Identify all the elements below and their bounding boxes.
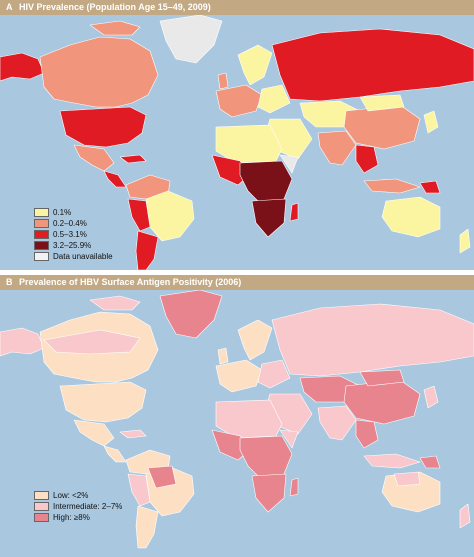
- region-horn-africa: [279, 154, 299, 174]
- legend-item: High: ≥8%: [34, 512, 122, 522]
- region-madagascar: [289, 202, 299, 222]
- region-russia: [271, 28, 474, 102]
- region-greenland: [159, 15, 223, 64]
- region-australia: [381, 196, 441, 238]
- legend-label: Intermediate: 2–7%: [53, 501, 123, 511]
- legend-label: High: ≥8%: [53, 512, 90, 522]
- region-western-europe: [215, 359, 263, 393]
- region-canada-islands: [89, 295, 141, 311]
- panel-a-letter: A: [6, 2, 13, 12]
- region-mongolia: [359, 94, 405, 112]
- region-png: [419, 455, 441, 469]
- region-alaska: [0, 52, 45, 82]
- region-southern-cone: [135, 230, 159, 270]
- region-canada: [39, 36, 159, 108]
- panel-b-header: B Prevalence of HBV Surface Antigen Posi…: [0, 275, 474, 290]
- legend-swatch: [34, 207, 49, 217]
- region-scandinavia: [237, 44, 273, 86]
- region-png: [419, 180, 441, 194]
- panel-a-legend: 0.1% 0.2–0.4% 0.5–3.1% 3.2–25.9% Data unavai…: [34, 207, 113, 262]
- region-central-africa: [239, 435, 293, 481]
- legend-swatch: [34, 501, 49, 511]
- region-indonesia: [363, 453, 421, 469]
- region-canada-north: [43, 329, 141, 355]
- panel-a-header: A HIV Prevalence (Population Age 15–49, …: [0, 0, 474, 15]
- region-north-africa: [215, 399, 283, 439]
- region-madagascar: [289, 477, 299, 497]
- region-horn-africa: [279, 429, 299, 449]
- hiv-world-map: [0, 15, 474, 270]
- legend-swatch: [34, 251, 49, 261]
- legend-label: 3.2–25.9%: [53, 240, 92, 250]
- legend-swatch: [34, 490, 49, 500]
- region-greenland: [159, 290, 223, 339]
- panel-b-letter: B: [6, 277, 13, 287]
- region-central-america: [103, 445, 127, 463]
- region-usa: [59, 106, 147, 148]
- legend-label: 0.5–3.1%: [53, 229, 87, 239]
- region-canada-islands: [89, 20, 141, 36]
- legend-label: Data unavailable: [53, 251, 113, 261]
- hbv-world-map: [0, 290, 474, 549]
- region-southern-africa: [251, 198, 287, 238]
- region-southern-africa: [251, 473, 287, 513]
- legend-label: 0.2–0.4%: [53, 218, 87, 228]
- legend-item: 3.2–25.9%: [34, 240, 113, 250]
- region-amazon: [147, 465, 177, 489]
- region-se-asia: [355, 144, 379, 174]
- region-brazil: [145, 190, 195, 242]
- region-new-zealand: [459, 503, 471, 529]
- legend-item: 0.5–3.1%: [34, 229, 113, 239]
- region-uk: [217, 347, 229, 365]
- panel-b-hbv-map: B Prevalence of HBV Surface Antigen Posi…: [0, 275, 474, 557]
- region-alaska: [0, 327, 45, 357]
- region-peru-bolivia: [127, 198, 151, 232]
- region-caribbean: [119, 429, 147, 439]
- panel-b-legend: Low: <2% Intermediate: 2–7% High: ≥8%: [34, 490, 122, 523]
- region-china: [343, 104, 421, 150]
- legend-item: 0.1%: [34, 207, 113, 217]
- region-usa: [59, 381, 147, 423]
- region-australia-north: [393, 471, 421, 487]
- panel-a-title: HIV Prevalence (Population Age 15–49, 20…: [19, 2, 211, 12]
- legend-swatch: [34, 229, 49, 239]
- region-india: [317, 130, 357, 166]
- region-uk: [217, 72, 229, 90]
- legend-swatch: [34, 240, 49, 250]
- legend-swatch: [34, 218, 49, 228]
- legend-item: 0.2–0.4%: [34, 218, 113, 228]
- region-caribbean: [119, 154, 147, 164]
- region-central-africa: [239, 160, 293, 206]
- region-western-europe: [215, 84, 263, 118]
- region-indonesia: [363, 178, 421, 194]
- region-north-africa: [215, 124, 283, 164]
- region-russia: [271, 303, 474, 377]
- legend-swatch: [34, 512, 49, 522]
- region-eastern-europe: [257, 359, 291, 389]
- region-japan: [423, 385, 439, 409]
- panel-b-title: Prevalence of HBV Surface Antigen Positi…: [19, 277, 242, 287]
- region-eastern-europe: [257, 84, 291, 114]
- region-new-zealand: [459, 228, 471, 254]
- region-mexico: [73, 419, 115, 447]
- region-southern-cone: [135, 505, 159, 549]
- legend-label: Low: <2%: [53, 490, 89, 500]
- legend-label: 0.1%: [53, 207, 72, 217]
- region-china: [343, 379, 421, 425]
- legend-item: Data unavailable: [34, 251, 113, 261]
- region-japan: [423, 110, 439, 134]
- region-mongolia: [359, 369, 405, 387]
- region-india: [317, 405, 357, 441]
- region-se-asia: [355, 419, 379, 449]
- legend-item: Low: <2%: [34, 490, 122, 500]
- panel-a-hiv-map: A HIV Prevalence (Population Age 15–49, …: [0, 0, 474, 270]
- legend-item: Intermediate: 2–7%: [34, 501, 122, 511]
- region-scandinavia: [237, 319, 273, 361]
- region-peru-bolivia: [127, 473, 151, 507]
- region-mexico: [73, 144, 115, 172]
- region-central-america: [103, 170, 127, 188]
